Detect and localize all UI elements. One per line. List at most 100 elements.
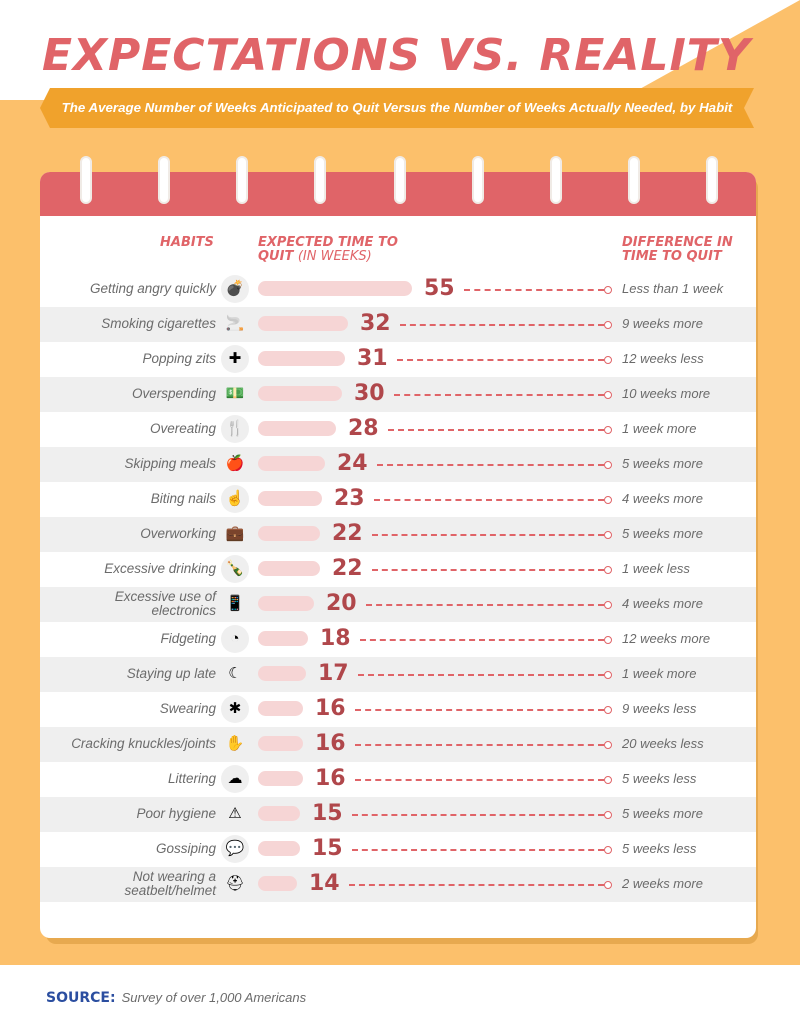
calendar-ring: [158, 156, 170, 204]
leader-dot: [604, 321, 612, 329]
habit-label-line: Popping zits: [142, 351, 216, 366]
difference-label: 5 weeks less: [622, 841, 697, 856]
habit-label-line: seatbelt/helmet: [124, 883, 216, 898]
habit-label-line: Overspending: [131, 386, 216, 401]
cigarettes-icon: 🚬: [221, 310, 249, 338]
difference-label: 5 weeks more: [622, 456, 703, 471]
habit-label: Overspending: [38, 387, 216, 401]
habit-label: Not wearing a seatbelt/helmet: [38, 870, 216, 898]
expected-column-header: EXPECTED TIME TO QUIT (IN WEEKS): [258, 236, 398, 264]
leader-line: [400, 324, 604, 326]
habit-label-line: Swearing: [159, 701, 216, 716]
expected-header-line1: EXPECTED TIME TO: [258, 235, 398, 250]
leader-line: [372, 534, 604, 536]
swear-bubble-icon: ✱: [221, 695, 249, 723]
bar-value-label: 15: [312, 801, 343, 826]
bar: [258, 806, 300, 821]
habit-label-line: Littering: [167, 771, 216, 786]
habit-label-line: Skipping meals: [124, 456, 216, 471]
habit-label: Overeating: [38, 422, 216, 436]
habit-label: Poor hygiene: [38, 807, 216, 821]
subtitle-ribbon: [40, 88, 754, 128]
leader-dot: [604, 286, 612, 294]
fingernail-icon-glyph: ☝: [225, 490, 245, 507]
leader-line: [358, 674, 604, 676]
leader-line: [355, 779, 604, 781]
difference-label: 5 weeks more: [622, 526, 703, 541]
bar: [258, 491, 322, 506]
bar: [258, 561, 320, 576]
difference-label: 1 week more: [622, 666, 697, 681]
difference-label: 4 weeks more: [622, 491, 703, 506]
bar: [258, 876, 297, 891]
habit-label-line: Poor hygiene: [136, 806, 216, 821]
habit-label: Biting nails: [38, 492, 216, 506]
difference-label: 4 weeks more: [622, 596, 703, 611]
bar-value-label: 20: [326, 591, 357, 616]
habit-label-line: Excessive drinking: [104, 561, 216, 576]
difference-column-header: DIFFERENCE IN TIME TO QUIT: [622, 236, 733, 264]
difference-label: 5 weeks more: [622, 806, 703, 821]
difference-label: 1 week less: [622, 561, 690, 576]
bar: [258, 736, 303, 751]
habit-label: Excessive use of electronics: [38, 590, 216, 618]
habit-label: Getting angry quickly: [38, 282, 216, 296]
bathtub-warning-icon-glyph: ⚠: [228, 805, 242, 822]
seatbelt-helmet-icon: ⛑: [221, 870, 249, 898]
habit-label-line: Not wearing a: [132, 869, 216, 884]
bar: [258, 701, 303, 716]
calendar-ring: [80, 156, 92, 204]
habit-label: Excessive drinking: [38, 562, 216, 576]
leader-dot: [604, 811, 612, 819]
calendar-ring: [236, 156, 248, 204]
fidget-gauge-icon: ◔: [221, 625, 249, 653]
habit-label-line: Staying up late: [126, 666, 216, 681]
calendar-ring: [706, 156, 718, 204]
difference-label: 9 weeks more: [622, 316, 703, 331]
habit-label: Littering: [38, 772, 216, 786]
bar-value-label: 18: [320, 626, 351, 651]
habit-label-line: Fidgeting: [160, 631, 216, 646]
habit-label-line: Overeating: [149, 421, 216, 436]
bar-value-label: 31: [357, 346, 388, 371]
habit-label-line: Cracking knuckles/joints: [71, 736, 216, 751]
bar: [258, 421, 336, 436]
expected-header-line2: QUIT: [258, 249, 294, 264]
bar: [258, 841, 300, 856]
bar-value-label: 22: [332, 521, 363, 546]
bar: [258, 351, 345, 366]
leader-dot: [604, 671, 612, 679]
habit-label-line: Getting angry quickly: [89, 281, 216, 296]
leader-dot: [604, 601, 612, 609]
habit-label-line: Biting nails: [150, 491, 216, 506]
fork-knife-warning-icon: 🍴: [221, 415, 249, 443]
bar-value-label: 23: [334, 486, 365, 511]
leader-line: [352, 849, 604, 851]
bar-value-label: 14: [309, 871, 340, 896]
habits-column-header: HABITS: [160, 235, 214, 250]
chat-bubbles-icon-glyph: 💬: [225, 840, 245, 857]
bar: [258, 456, 325, 471]
habit-label-line: Excessive use of: [114, 589, 216, 604]
habit-label: Staying up late: [38, 667, 216, 681]
leader-line: [388, 429, 604, 431]
source-note: SOURCE: Survey of over 1,000 Americans: [46, 990, 306, 1006]
bar: [258, 771, 303, 786]
leader-dot: [604, 426, 612, 434]
difference-label: 9 weeks less: [622, 701, 697, 716]
subtitle: The Average Number of Weeks Anticipated …: [61, 100, 733, 115]
pimple-bandage-icon-glyph: ✚: [228, 350, 242, 367]
cigarettes-icon-glyph: 🚬: [225, 315, 245, 332]
leader-line: [360, 639, 604, 641]
difference-label: 12 weeks more: [622, 631, 711, 646]
seatbelt-helmet-icon-glyph: ⛑: [225, 875, 245, 892]
moon-icon-glyph: ☾: [228, 665, 242, 682]
swear-bubble-icon-glyph: ✱: [228, 700, 242, 717]
bar-value-label: 30: [354, 381, 385, 406]
habit-label-line: Gossiping: [155, 841, 216, 856]
difference-label: 5 weeks less: [622, 771, 697, 786]
habit-label: Overworking: [38, 527, 216, 541]
leader-line: [355, 744, 604, 746]
knuckle-icon: ✋: [221, 730, 249, 758]
leader-line: [394, 394, 604, 396]
